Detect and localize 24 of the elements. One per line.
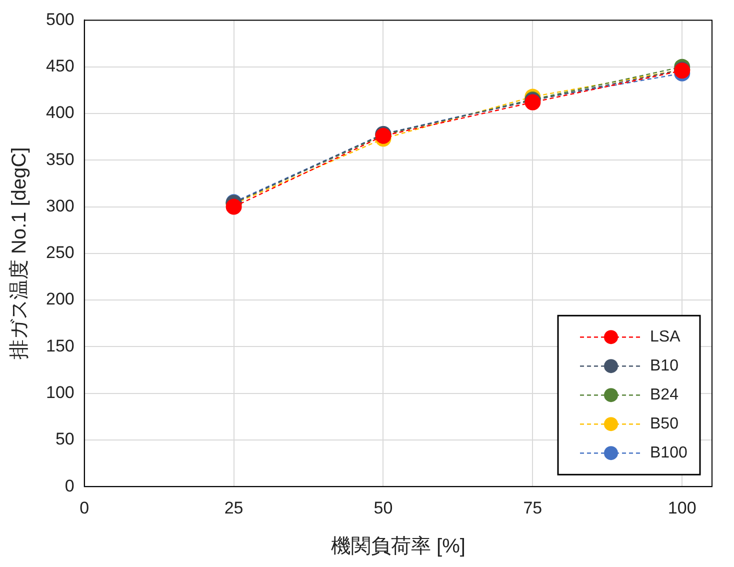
legend-label: B10 — [650, 358, 679, 375]
point — [226, 198, 242, 215]
y-tick-label: 100 — [46, 383, 74, 402]
y-tick-label: 250 — [46, 243, 74, 262]
y-tick-label: 0 — [64, 476, 74, 496]
y-tick-label: 500 — [46, 10, 74, 29]
x-tick-label: 0 — [80, 498, 90, 518]
y-tick-label: 350 — [46, 150, 74, 169]
x-tick-label: 100 — [668, 498, 696, 518]
y-tick-label: 150 — [46, 336, 74, 356]
y-tick-label: 300 — [46, 196, 74, 216]
y-tick-label: 50 — [55, 430, 74, 449]
y-axis-title: 排ガス温度 No.1 [degC] — [8, 147, 31, 360]
x-axis-title: 機関負荷率 [%] — [330, 536, 466, 558]
legend-label: LSA — [650, 328, 681, 346]
y-tick-label: 400 — [46, 103, 74, 122]
legend-label: B100 — [650, 444, 688, 462]
legend-label: B24 — [650, 386, 679, 404]
x-tick-label: 75 — [523, 498, 542, 518]
x-tick-label: 50 — [374, 498, 393, 518]
y-tick-label: 450 — [46, 56, 74, 76]
legend-label: B50 — [650, 416, 679, 433]
x-tick-label: 25 — [224, 498, 244, 518]
y-tick-label: 200 — [46, 290, 74, 309]
